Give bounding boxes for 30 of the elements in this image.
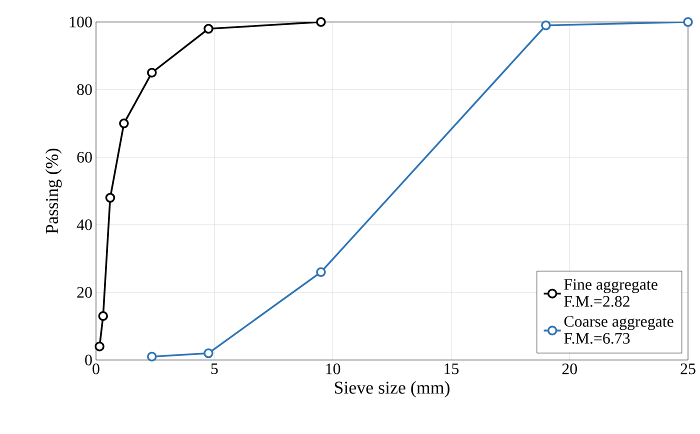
y-tick-label: 20 [77, 287, 92, 298]
x-tick-label: 20 [562, 364, 577, 374]
x-tick-label: 0 [92, 364, 100, 374]
point [105, 192, 116, 203]
point [541, 20, 551, 30]
point [204, 348, 214, 358]
point [204, 24, 214, 34]
point [316, 267, 326, 278]
point [98, 311, 108, 321]
annotation: F.M.=2.82 [564, 296, 630, 307]
point [94, 342, 104, 352]
legend-label: Fine aggregate [564, 279, 658, 294]
point [683, 17, 693, 27]
x-tick-label: 25 [680, 364, 696, 374]
x-tick-label: 15 [444, 364, 459, 374]
legend-label: Coarse aggregate [564, 316, 674, 330]
point [147, 352, 157, 362]
x-tick-label: 10 [326, 364, 340, 374]
point [119, 118, 129, 128]
y-tick-label: 40 [76, 219, 92, 230]
y-tick-label: 0 [85, 354, 92, 366]
x-tick-label: 5 [211, 364, 218, 374]
y-tick-label: 100 [70, 16, 92, 28]
point [316, 17, 326, 27]
x-axis-title: Sieve size (mm) [334, 381, 450, 398]
y-axis-title: Passing (%) [45, 148, 62, 234]
annotation: F.M.=6.73 [564, 333, 630, 344]
y-tick-label: 80 [77, 84, 92, 95]
point [147, 68, 157, 78]
y-tick-label: 60 [77, 152, 92, 163]
